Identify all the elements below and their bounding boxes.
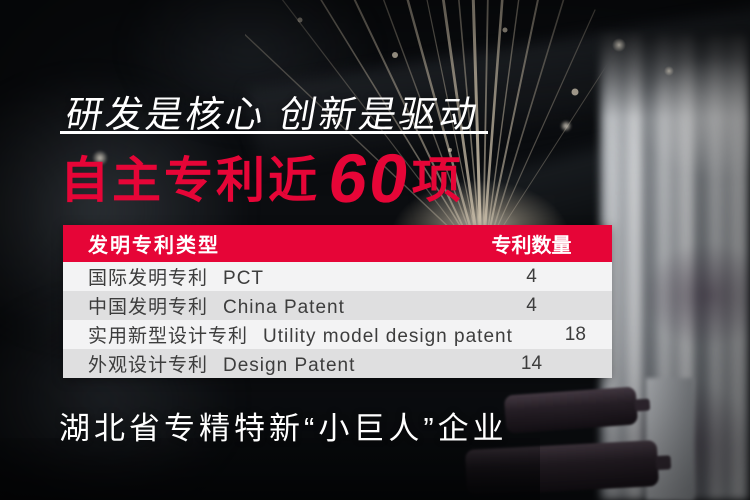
patent-count-cell: 4 [526,265,537,287]
table-row: 实用新型设计专利 Utility model design patent 18 [63,320,612,349]
patent-count-cell: 14 [520,352,543,374]
bokeh-light [560,120,572,132]
bokeh-light [612,38,626,52]
table-header-row: 发明专利类型 专利数量 [63,225,612,262]
column-header-type: 发明专利类型 [88,235,220,257]
headline-suffix: 项 [411,153,464,208]
headline-number: 60 [324,140,416,217]
patent-type-cell: 中国发明专利 China Patent [63,292,469,319]
patent-type-cn: 中国发明专利 [88,297,209,318]
patent-type-en: China Patent [223,297,345,318]
patent-count-cell: 4 [526,294,537,316]
patent-type-cn: 国际发明专利 [88,268,209,289]
page-title: 研发是核心 创新是驱动 [62,94,484,135]
bokeh-light [92,150,108,166]
patent-type-cell: 国际发明专利 PCT [63,263,469,290]
table-row: 国际发明专利 PCT 4 [63,262,612,291]
patent-count-cell: 18 [564,323,586,345]
floor-shadow [0,438,540,500]
patent-type-en: Design Patent [223,355,356,376]
title-underline [60,131,488,134]
table-row: 中国发明专利 China Patent 4 [63,291,612,320]
patent-type-en: PCT [223,268,265,289]
patent-table: 发明专利类型 专利数量 国际发明专利 PCT 4 中国发明专利 China Pa… [63,225,612,378]
patent-type-cell: 外观设计专利 Design Patent [63,350,469,377]
patent-count-headline: 自主专利近 60 项 [60,140,464,217]
patent-type-en: Utility model design patent [263,326,513,347]
patent-type-cn: 实用新型设计专利 [88,326,249,347]
column-header-count: 专利数量 [491,235,572,257]
bokeh-light [664,66,674,76]
headline-prefix: 自主专利近 [60,153,321,208]
patent-type-cn: 外观设计专利 [88,355,209,376]
honor-title: 湖北省专精特新“小巨人”企业 [59,411,508,446]
table-row: 外观设计专利 Design Patent 14 [63,349,612,378]
patent-type-cell: 实用新型设计专利 Utility model design patent [63,321,513,348]
